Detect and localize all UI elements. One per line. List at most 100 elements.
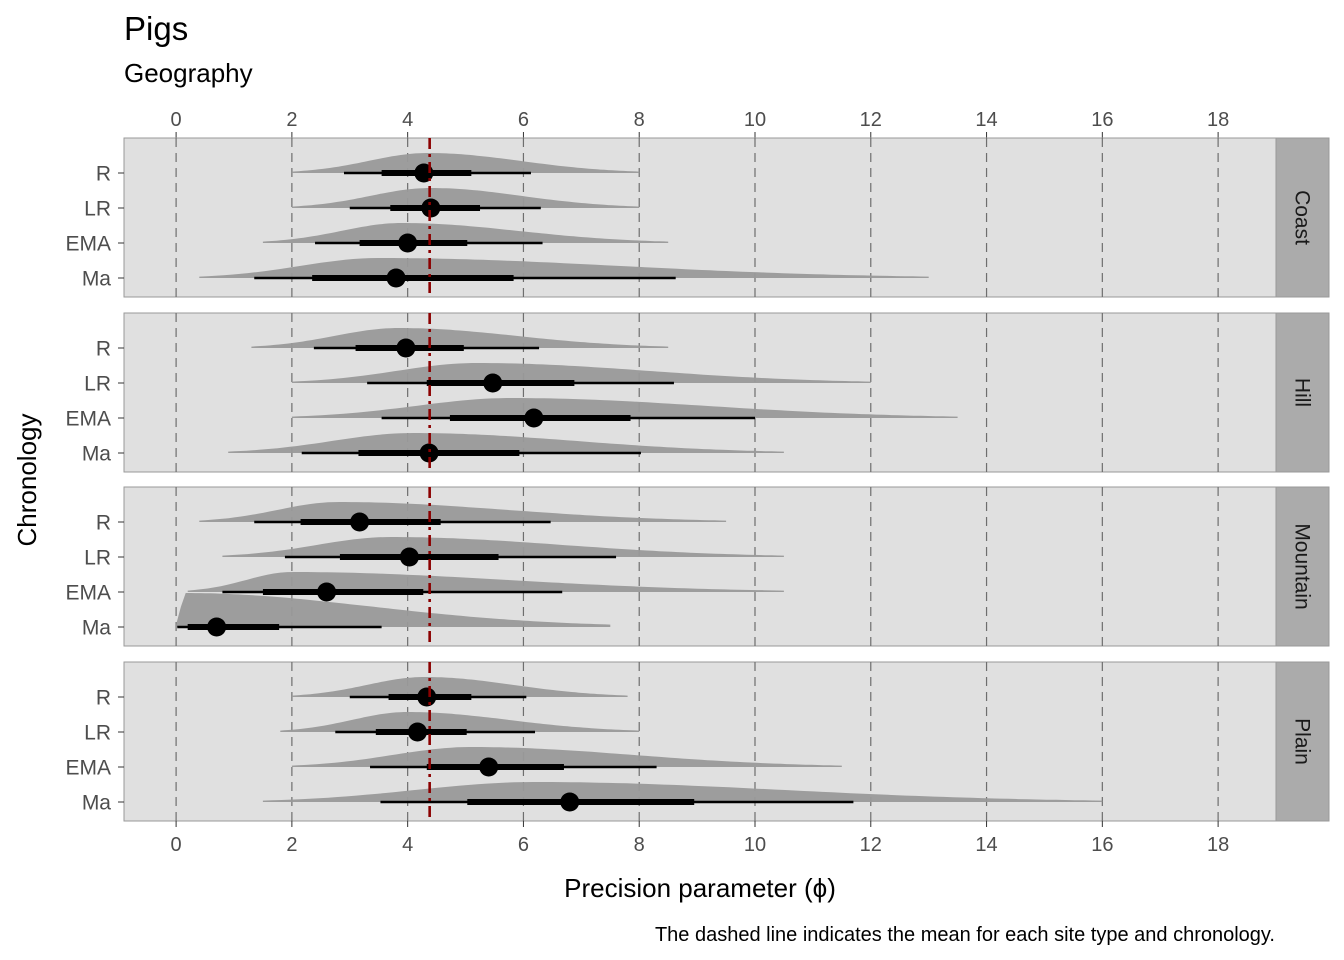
category-label: Ma <box>82 617 111 640</box>
density-slab <box>251 328 669 348</box>
bottom-tick-label: 12 <box>860 834 882 856</box>
top-tick-label: 0 <box>171 109 182 131</box>
top-tick-label: 18 <box>1207 109 1229 131</box>
facet-strip-label: Coast <box>1291 190 1314 245</box>
median-point <box>419 443 439 463</box>
top-x-axis: 0 2 4 6 8 10 12 14 16 18 <box>171 109 1229 138</box>
panel-plain: R LR EMA Ma Plain <box>65 661 1330 822</box>
category-label: EMA <box>65 233 111 256</box>
category-label: LR <box>84 547 111 570</box>
bottom-tick-label: 4 <box>402 834 413 856</box>
density-slab <box>228 433 784 453</box>
category-label: EMA <box>65 582 111 605</box>
density-slab <box>262 223 669 243</box>
median-point <box>479 757 499 777</box>
category-label: EMA <box>65 757 111 780</box>
median-point <box>417 687 437 707</box>
top-tick-label: 6 <box>518 109 529 131</box>
halfeye-hill-ma <box>228 433 784 463</box>
facet-strip <box>1275 661 1330 822</box>
facet-strip-label: Plain <box>1291 718 1314 765</box>
density-slab <box>291 153 640 173</box>
density-slab <box>280 712 640 732</box>
halfeye-plain-ma <box>262 782 1103 812</box>
bottom-tick-label: 18 <box>1207 834 1229 856</box>
median-point <box>207 617 227 637</box>
category-label: R <box>96 512 111 535</box>
median-point <box>560 792 580 812</box>
chart-subtitle: Geography <box>124 58 253 88</box>
bottom-tick-label: 6 <box>518 834 529 856</box>
chart-caption: The dashed line indicates the mean for e… <box>655 924 1275 946</box>
facet-strip <box>1275 312 1330 473</box>
facet-panels: R LR EMA Ma Coast R LR EMA Ma Hill R LR EMA Ma Mountai… <box>65 137 1330 822</box>
density-slab <box>199 258 929 278</box>
median-point <box>350 512 370 532</box>
median-point <box>398 233 418 253</box>
halfeye-mountain-r <box>199 502 727 532</box>
category-label: LR <box>84 373 111 396</box>
category-label: Ma <box>82 443 111 466</box>
top-tick-label: 14 <box>975 109 997 131</box>
density-slab <box>199 502 727 522</box>
density-slab <box>262 782 1103 802</box>
median-point <box>396 338 416 358</box>
halfeye-hill-ema <box>291 398 958 428</box>
density-slab <box>176 593 611 627</box>
bottom-tick-label: 14 <box>975 834 997 856</box>
median-point <box>317 582 337 602</box>
chart-title: Pigs <box>124 10 188 47</box>
top-tick-label: 4 <box>402 109 413 131</box>
halfeye-hill-lr <box>291 363 871 393</box>
category-label: EMA <box>65 408 111 431</box>
halfeye-hill-r <box>251 328 669 358</box>
median-point <box>399 547 419 567</box>
median-point <box>483 373 503 393</box>
bottom-tick-label: 10 <box>744 834 766 856</box>
category-label: LR <box>84 198 111 221</box>
halfeye-mountain-ma <box>176 593 611 637</box>
category-label: R <box>96 163 111 186</box>
median-point <box>386 268 406 288</box>
top-tick-label: 10 <box>744 109 766 131</box>
facet-strip-label: Hill <box>1291 378 1314 407</box>
density-slab <box>291 188 640 208</box>
category-label: LR <box>84 722 111 745</box>
category-label: R <box>96 687 111 710</box>
halfeye-plain-lr <box>280 712 640 742</box>
density-slab <box>291 363 871 383</box>
halfeye-mountain-ema <box>187 572 784 602</box>
halfeye-coast-lr <box>291 188 640 218</box>
facet-strip <box>1275 137 1330 298</box>
density-slab <box>222 537 784 557</box>
halfeye-mountain-lr <box>222 537 784 567</box>
x-axis-title: Precision parameter (ϕ) <box>564 873 836 903</box>
panel-coast: R LR EMA Ma Coast <box>65 137 1330 298</box>
density-slab <box>187 572 784 592</box>
bottom-tick-label: 2 <box>286 834 297 856</box>
top-tick-label: 12 <box>860 109 882 131</box>
panel-background <box>123 661 1277 822</box>
bottom-x-axis: 0 2 4 6 8 10 12 14 16 18 <box>171 821 1229 856</box>
density-slab <box>291 398 958 418</box>
category-label: Ma <box>82 268 111 291</box>
median-point <box>407 722 427 742</box>
panel-mountain: R LR EMA Ma Mountain <box>65 486 1330 647</box>
top-tick-label: 2 <box>286 109 297 131</box>
median-point <box>421 198 441 218</box>
median-point <box>524 408 544 428</box>
bottom-tick-label: 8 <box>634 834 645 856</box>
category-label: R <box>96 338 111 361</box>
bottom-tick-label: 16 <box>1091 834 1113 856</box>
top-tick-label: 16 <box>1091 109 1113 131</box>
density-slab <box>291 677 628 697</box>
panel-hill: R LR EMA Ma Hill <box>65 312 1330 473</box>
top-tick-label: 8 <box>634 109 645 131</box>
halfeye-coast-ma <box>199 258 929 288</box>
facet-strip-label: Mountain <box>1291 523 1314 609</box>
bottom-tick-label: 0 <box>171 834 182 856</box>
y-axis-title: Chronology <box>12 414 42 547</box>
category-label: Ma <box>82 792 111 815</box>
facet-strip <box>1275 486 1330 647</box>
